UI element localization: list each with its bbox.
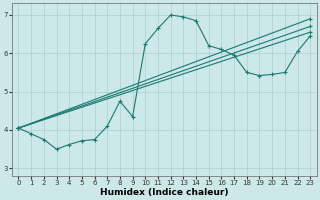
X-axis label: Humidex (Indice chaleur): Humidex (Indice chaleur) — [100, 188, 228, 197]
